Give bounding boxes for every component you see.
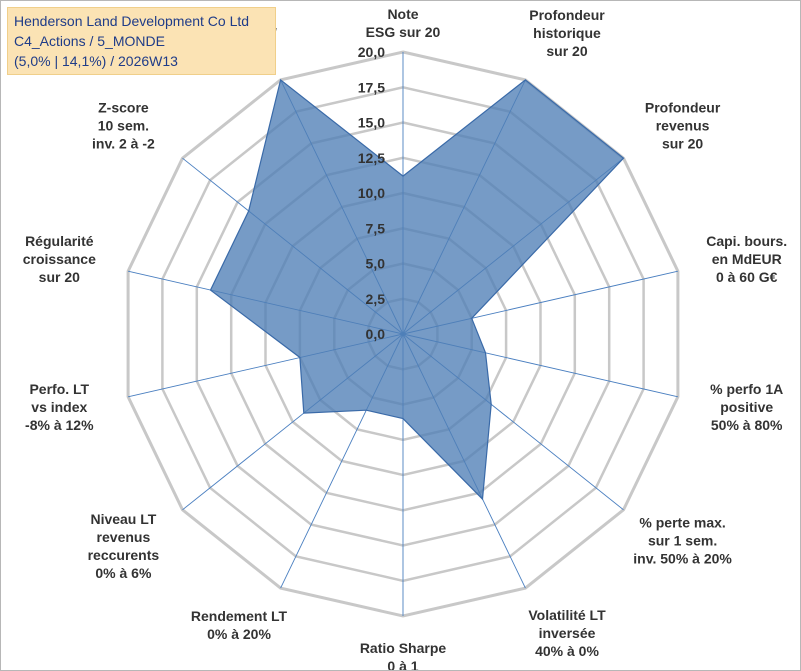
category-label-9: Rendement LT 0% à 20% [191, 608, 288, 642]
series-area-1 [209, 78, 625, 501]
tick-label: 5,0 [366, 256, 386, 272]
category-label-8: Ratio Sharpe 0 à 1 [360, 640, 447, 670]
category-label-7: Volatilité LT inversée 40% à 0% [528, 607, 606, 659]
tick-label: 7,5 [366, 220, 386, 236]
category-label-10: Niveau LT revenus reccurents 0% à 6% [88, 511, 160, 581]
category-label-5: % perfo 1A positive 50% à 80% [710, 381, 783, 433]
chart-subtitle-period: (5,0% | 14,1%) / 2026W13 [14, 53, 178, 69]
chart-title: Henderson Land Development Co Ltd [14, 13, 250, 29]
tick-label: 15,0 [358, 115, 385, 131]
category-label-13: Z-score 10 sem. inv. 2 à -2 [92, 99, 155, 151]
tick-layer: 0,0 2,5 5,0 7,5 10,0 12,5 15,0 17,5 20,0 [358, 44, 385, 342]
area-layer [209, 78, 625, 501]
tick-label: 17,5 [358, 79, 385, 95]
category-label-3: Profondeur revenus sur 20 [645, 99, 721, 151]
category-label-12: Régularité croissance sur 20 [23, 233, 96, 285]
category-label-2: Profondeur historique sur 20 [529, 7, 605, 59]
chart-subtitle-category: C4_Actions / 5_MONDE [14, 33, 165, 49]
category-label-6: % perte max. sur 1 sem. inv. 50% à 20% [633, 515, 732, 567]
tick-label: 0,0 [366, 326, 386, 342]
category-label-4: Capi. bours. en MdEUR 0 à 60 G€ [706, 233, 787, 285]
tick-label: 12,5 [358, 150, 385, 166]
tick-label: 10,0 [358, 185, 385, 201]
tick-label: 20,0 [358, 44, 385, 60]
chart-title-box: Henderson Land Development Co Ltd C4_Act… [7, 7, 276, 75]
tick-label: 2,5 [366, 291, 386, 307]
category-label-1: Note ESG sur 20 [366, 6, 441, 40]
category-label-11: Perfo. LT vs index -8% à 12% [25, 381, 94, 433]
